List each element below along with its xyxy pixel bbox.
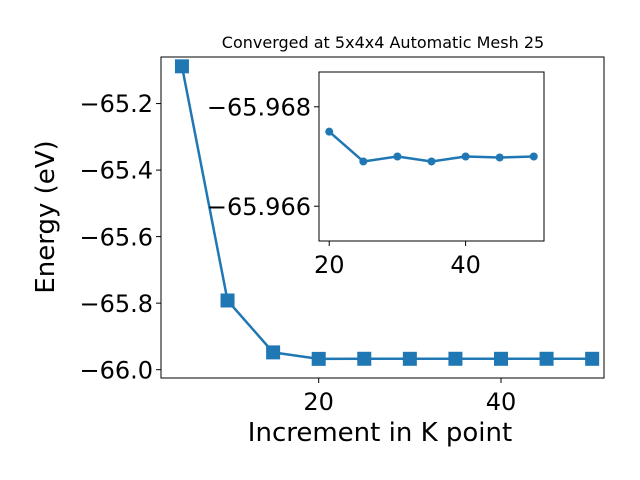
main-series [174, 59, 600, 366]
inset-x-ticks: 20 40 [314, 241, 481, 279]
inset-series [325, 127, 538, 166]
main-x-tick-label: 20 [303, 388, 334, 416]
inset-data-point [393, 152, 402, 161]
main-data-point [493, 351, 508, 366]
main-y-tick-label: −66.0 [79, 356, 153, 384]
inset-data-point [427, 157, 436, 166]
inset-axes: 20 40 −65.968−65.966 [207, 71, 545, 279]
inset-x-tick-label: 40 [450, 251, 481, 279]
main-data-point [266, 345, 281, 360]
inset-data-point [495, 153, 504, 162]
inset-data-point [359, 157, 368, 166]
main-plot-frame [160, 56, 605, 379]
inset-data-point [461, 152, 470, 161]
main-data-point [357, 351, 372, 366]
main-data-point [539, 351, 554, 366]
main-y-tick-label: −65.2 [79, 90, 153, 118]
main-data-point [585, 351, 600, 366]
inset-y-ticks: −65.968 −65.966 [207, 93, 319, 221]
main-y-ticks: −65.2 −65.4 −65.6 −65.8 −66.0 [79, 90, 161, 384]
main-y-tick-label: −65.4 [79, 157, 153, 185]
main-y-tick-label: −65.8 [79, 290, 153, 318]
main-data-point [220, 293, 235, 308]
inset-y-tick-label: −65.966 [207, 193, 311, 221]
main-series-line [180, 66, 593, 361]
main-data-point [448, 351, 463, 366]
inset-y-tick-label: −65.968 [207, 93, 311, 121]
main-x-axis-label: Increment in K point [248, 418, 512, 448]
main-axes: 20 40 −65.2−65.4−65.6−65.8−66.0 Increment… [31, 33, 605, 448]
main-x-tick-label: 40 [486, 388, 517, 416]
main-data-point [402, 351, 417, 366]
main-data-point [174, 59, 189, 74]
chart-title: Converged at 5x4x4 Automatic Mesh 25 [222, 33, 544, 52]
main-y-axis-label: Energy (eV) [31, 140, 61, 293]
main-data-point [311, 351, 326, 366]
main-x-ticks: 20 40 [303, 378, 516, 416]
inset-data-point [325, 127, 334, 136]
main-y-tick-label: −65.6 [79, 223, 153, 251]
inset-data-point [529, 152, 538, 161]
inset-x-tick-label: 20 [314, 251, 345, 279]
